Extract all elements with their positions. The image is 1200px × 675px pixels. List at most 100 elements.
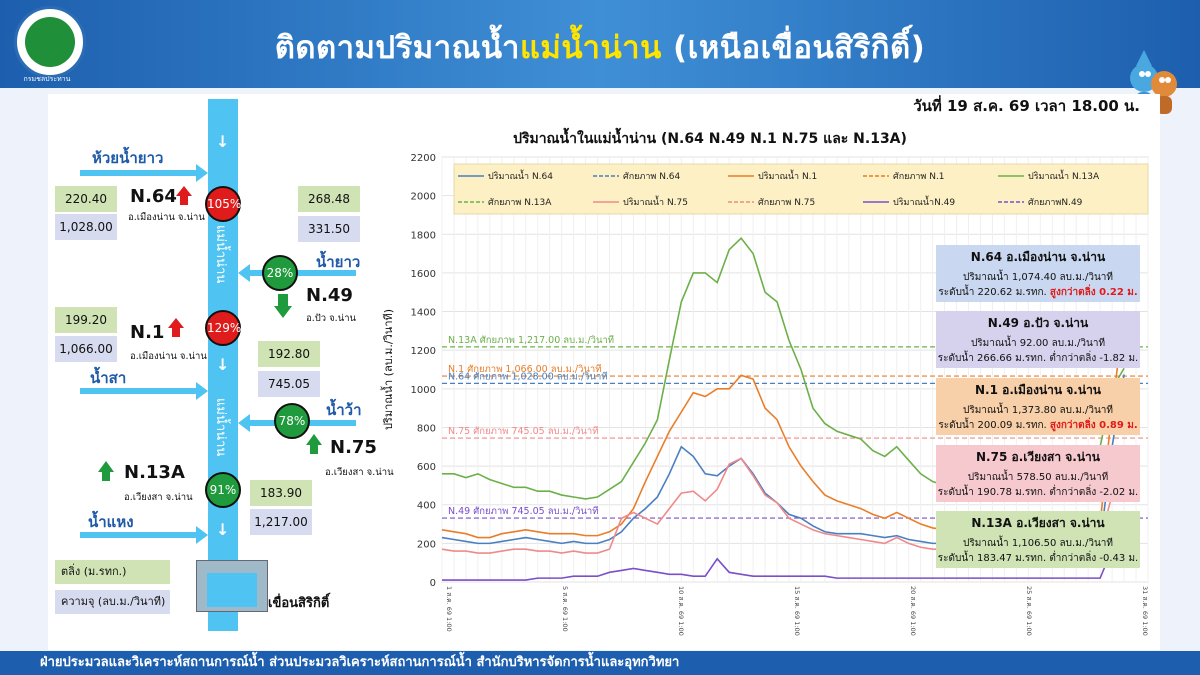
- info-diff: ต่ำกว่าตลิ่ง -0.43 ม.: [1049, 553, 1139, 564]
- dam-icon: [196, 560, 268, 612]
- info-title: N.75 อ.เวียงสา จ.น่าน: [976, 450, 1100, 464]
- falling-arrow-icon: [278, 294, 288, 306]
- info-title: N.49 อ.ปัว จ.น่าน: [987, 316, 1089, 330]
- info-level: ระดับน้ำ 190.78 ม.รทก.: [937, 487, 1050, 498]
- rising-arrow-icon: [180, 196, 188, 205]
- station-info-box: N.1 อ.เมืองน่าน จ.น่านปริมาณน้ำ 1,373.80…: [936, 378, 1140, 435]
- tributary-label-nam-sa: น้ำสา: [90, 369, 127, 387]
- info-level-line: ระดับน้ำ 200.09 ม.รทก. สูงกว่าตลิ่ง 0.89…: [936, 418, 1140, 433]
- tributary-arrow-icon: [196, 164, 208, 182]
- dam-label: เขื่อนสิริกิติ์: [268, 596, 330, 611]
- info-title: N.13A อ.เวียงสา จ.น่าน: [971, 516, 1105, 530]
- n75-capacity-box: 745.05: [258, 371, 320, 397]
- tributary-label-huai-nam-yao: ห้วยน้ำยาว: [92, 149, 164, 167]
- tributary-arrow-icon: [196, 382, 208, 400]
- flow-arrow-icon: ↓: [216, 132, 230, 151]
- rid-logo-emblem: [25, 17, 75, 67]
- title-highlight: แม่น้ำน่าน: [519, 30, 662, 66]
- n64-name: N.64: [130, 186, 177, 207]
- river-label-upper: แม่น้ำน่าน: [213, 225, 228, 284]
- page-title: ติดตามปริมาณน้ำแม่น้ำน่าน (เหนือเขื่อนสิ…: [0, 22, 1200, 72]
- tributary-nam-sa: [80, 388, 198, 394]
- info-level: ระดับน้ำ 220.62 ม.รทก.: [938, 287, 1050, 298]
- header-banner: กรมชลประทาน ติดตามปริมาณน้ำแม่น้ำน่าน (เ…: [0, 0, 1200, 88]
- station-info-box: N.75 อ.เวียงสา จ.น่านปริมาณน้ำ 578.50 ลบ…: [936, 445, 1140, 502]
- n1-name: N.1: [130, 322, 165, 343]
- n75-level-box: 192.80: [258, 341, 320, 367]
- n13a-location: อ.เวียงสา จ.น่าน: [124, 492, 193, 503]
- n13a-name: N.13A: [124, 462, 185, 483]
- n64-location: อ.เมืองน่าน จ.น่าน: [128, 212, 205, 223]
- chart-title: ปริมาณน้ำในแม่น้ำน่าน (N.64 N.49 N.1 N.7…: [513, 131, 907, 147]
- n13a-level-box: 183.90: [250, 480, 312, 506]
- tributary-nam-yao: [250, 270, 356, 276]
- info-diff: สูงกว่าตลิ่ง 0.89 ม.: [1049, 420, 1138, 431]
- info-diff: ต่ำกว่าตลิ่ง -2.02 ม.: [1049, 487, 1139, 498]
- n49-name: N.49: [306, 285, 353, 306]
- tributary-label-nam-yao: น้ำยาว: [316, 253, 361, 271]
- n1-level-box: 199.20: [55, 307, 117, 333]
- title-prefix: ติดตามปริมาณน้ำ: [274, 30, 520, 66]
- info-level: ระดับน้ำ 266.66 ม.รทก.: [937, 353, 1050, 364]
- n64-level-box: 220.40: [55, 186, 117, 212]
- tributary-arrow-icon: [238, 264, 250, 282]
- n49-percent-badge: 28%: [262, 255, 298, 291]
- tributary-nam-haeng: [80, 532, 198, 538]
- station-info-box: N.13A อ.เวียงสา จ.น่าน ปริมาณน้ำ 1,106.50…: [936, 511, 1140, 568]
- rising-arrow-icon: [168, 318, 184, 328]
- info-level-line: ระดับน้ำ 190.78 ม.รทก. ต่ำกว่าตลิ่ง -2.0…: [936, 485, 1140, 500]
- info-level-line: ระดับน้ำ 220.62 ม.รทก. สูงกว่าตลิ่ง 0.22…: [936, 285, 1140, 300]
- rising-arrow-icon: [176, 186, 192, 196]
- n49-capacity-box: 331.50: [298, 216, 360, 242]
- info-level: ระดับน้ำ 200.09 ม.รทก.: [938, 420, 1050, 431]
- rising-arrow-icon: [172, 328, 180, 337]
- dam-spillway-icon: [207, 573, 257, 607]
- info-level-line: ระดับน้ำ 266.66 ม.รทก. ต่ำกว่าตลิ่ง -1.8…: [936, 351, 1140, 366]
- info-flow: ปริมาณน้ำ 1,373.80 ลบ.ม./วินาที: [963, 405, 1113, 416]
- n49-location: อ.ปัว จ.น่าน: [306, 313, 357, 324]
- info-flow: ปริมาณน้ำ 92.00 ลบ.ม./วินาที: [970, 338, 1106, 349]
- rising-arrow-icon: [98, 461, 114, 472]
- flow-arrow-icon: ↓: [216, 520, 230, 539]
- logo-caption: กรมชลประทาน: [23, 75, 71, 83]
- tributary-huai-nam-yao: [80, 170, 198, 176]
- info-title: N.64 อ.เมืองน่าน จ.น่าน: [970, 250, 1106, 264]
- info-flow: ปริมาณน้ำ 578.50 ลบ.ม./วินาที: [967, 472, 1109, 483]
- info-flow: ปริมาณน้ำ 1,074.40 ลบ.ม./วินาที: [963, 272, 1113, 283]
- flow-arrow-icon: ↓: [216, 355, 230, 374]
- info-title: N.1 อ.เมืองน่าน จ.น่าน: [974, 383, 1102, 397]
- tributary-label-nam-haeng: น้ำแหง: [88, 513, 134, 531]
- n49-level-box: 268.48: [298, 186, 360, 212]
- n1-percent-badge: 129%: [205, 310, 241, 346]
- river-label-lower: แม่น้ำน่าน: [213, 398, 228, 457]
- n1-location: อ.เมืองน่าน จ.น่าน: [130, 351, 207, 362]
- station-info-box: N.49 อ.ปัว จ.น่านปริมาณน้ำ 92.00 ลบ.ม./ว…: [936, 311, 1140, 368]
- info-level: ระดับน้ำ 183.47 ม.รทก.: [937, 553, 1050, 564]
- n75-location: อ.เวียงสา จ.น่าน: [325, 467, 394, 478]
- rid-logo: [14, 6, 86, 78]
- n75-name: N.75: [330, 437, 377, 458]
- mascot-icon: [1130, 50, 1177, 114]
- n64-percent-badge: 105%: [205, 186, 241, 222]
- title-suffix: (เหนือเขื่อนสิริกิติ์): [661, 30, 926, 66]
- report-date: วันที่ 19 ส.ค. 69 เวลา 18.00 น.: [913, 97, 1140, 115]
- info-level-line: ระดับน้ำ 183.47 ม.รทก. ต่ำกว่าตลิ่ง -0.4…: [936, 551, 1140, 566]
- rising-arrow-icon: [102, 472, 110, 481]
- legend-capacity: ความจุ (ลบ.ม./วินาที): [55, 590, 170, 614]
- info-diff: ต่ำกว่าตลิ่ง -1.82 ม.: [1049, 353, 1139, 364]
- n64-capacity-box: 1,028.00: [55, 214, 117, 240]
- footer: ฝ่ายประมวลและวิเคราะห์สถานการณ์น้ำ ส่วนป…: [0, 651, 1200, 675]
- info-diff: สูงกว่าตลิ่ง 0.22 ม.: [1049, 287, 1138, 298]
- n13a-percent-badge: 91%: [205, 472, 241, 508]
- tributary-label-nam-wa: น้ำว้า: [326, 401, 362, 419]
- n75-percent-badge: 78%: [274, 403, 310, 439]
- tributary-arrow-icon: [196, 526, 208, 544]
- rising-arrow-icon: [310, 445, 318, 454]
- station-info-box: N.64 อ.เมืองน่าน จ.น่านปริมาณน้ำ 1,074.4…: [936, 245, 1140, 302]
- n1-capacity-box: 1,066.00: [55, 336, 117, 362]
- legend-level: ตลิ่ง (ม.รทก.): [55, 560, 170, 584]
- tributary-arrow-icon: [238, 414, 250, 432]
- n13a-capacity-box: 1,217.00: [250, 509, 312, 535]
- rising-arrow-icon: [306, 434, 322, 445]
- falling-arrow-icon: [274, 306, 292, 318]
